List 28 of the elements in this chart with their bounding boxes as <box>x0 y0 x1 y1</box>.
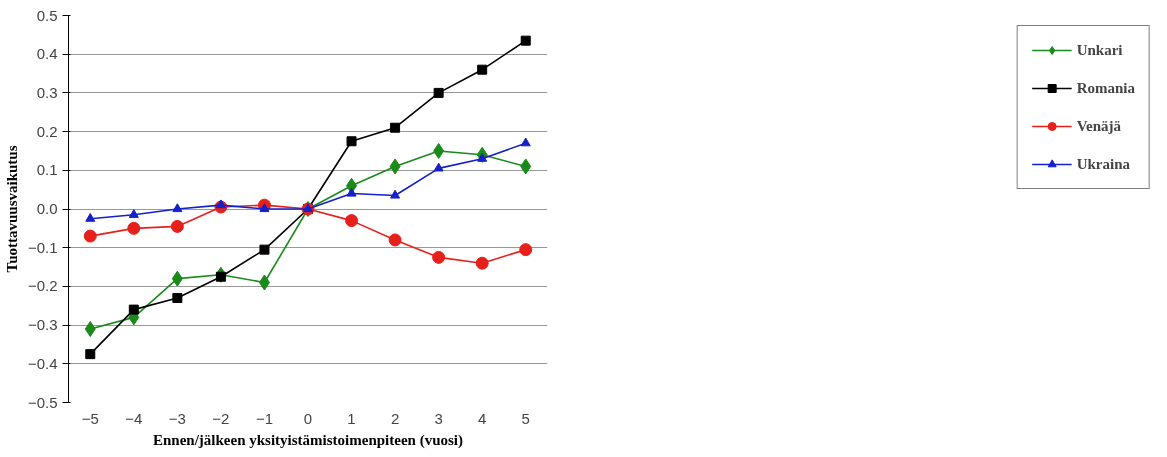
x-tick-label: 4 <box>478 409 487 427</box>
legend-label: Venäjä <box>1076 117 1122 135</box>
y-axis-title: Tuottavuusvaikutus <box>3 145 20 273</box>
legend-label: Romania <box>1076 79 1135 97</box>
y-tick-label: 0.2 <box>36 122 58 140</box>
x-tick-label: 1 <box>347 409 356 427</box>
y-tick-label: 0.3 <box>36 83 58 101</box>
x-tick-label: −5 <box>81 409 99 427</box>
y-tick-label: 0.1 <box>36 161 58 179</box>
y-tick-label: −0.3 <box>27 316 58 334</box>
y-tick-label: −0.4 <box>27 354 58 372</box>
x-tick-label: −2 <box>212 409 230 427</box>
y-tick-label: −0.5 <box>27 393 58 411</box>
x-tick-label: −3 <box>168 409 186 427</box>
x-tick-label: 3 <box>434 409 443 427</box>
y-tick-label: 0.4 <box>36 45 58 63</box>
x-axis-title: Ennen/jälkeen yksityistämistoimenpiteen (vuosi) <box>152 431 464 449</box>
x-tick-label: 2 <box>390 409 400 427</box>
y-tick-label: −0.1 <box>27 238 58 256</box>
y-tick-label: −0.2 <box>27 277 58 295</box>
x-tick-label: −4 <box>125 409 143 427</box>
y-tick-label: 0.0 <box>36 200 58 217</box>
y-tick-label: 0.5 <box>36 6 58 24</box>
legend-label: Ukraina <box>1076 155 1130 173</box>
legend-label: Unkari <box>1076 41 1123 59</box>
x-tick-label: −1 <box>255 409 274 427</box>
x-tick-label: 0 <box>303 409 313 427</box>
x-tick-label: 5 <box>521 409 530 427</box>
